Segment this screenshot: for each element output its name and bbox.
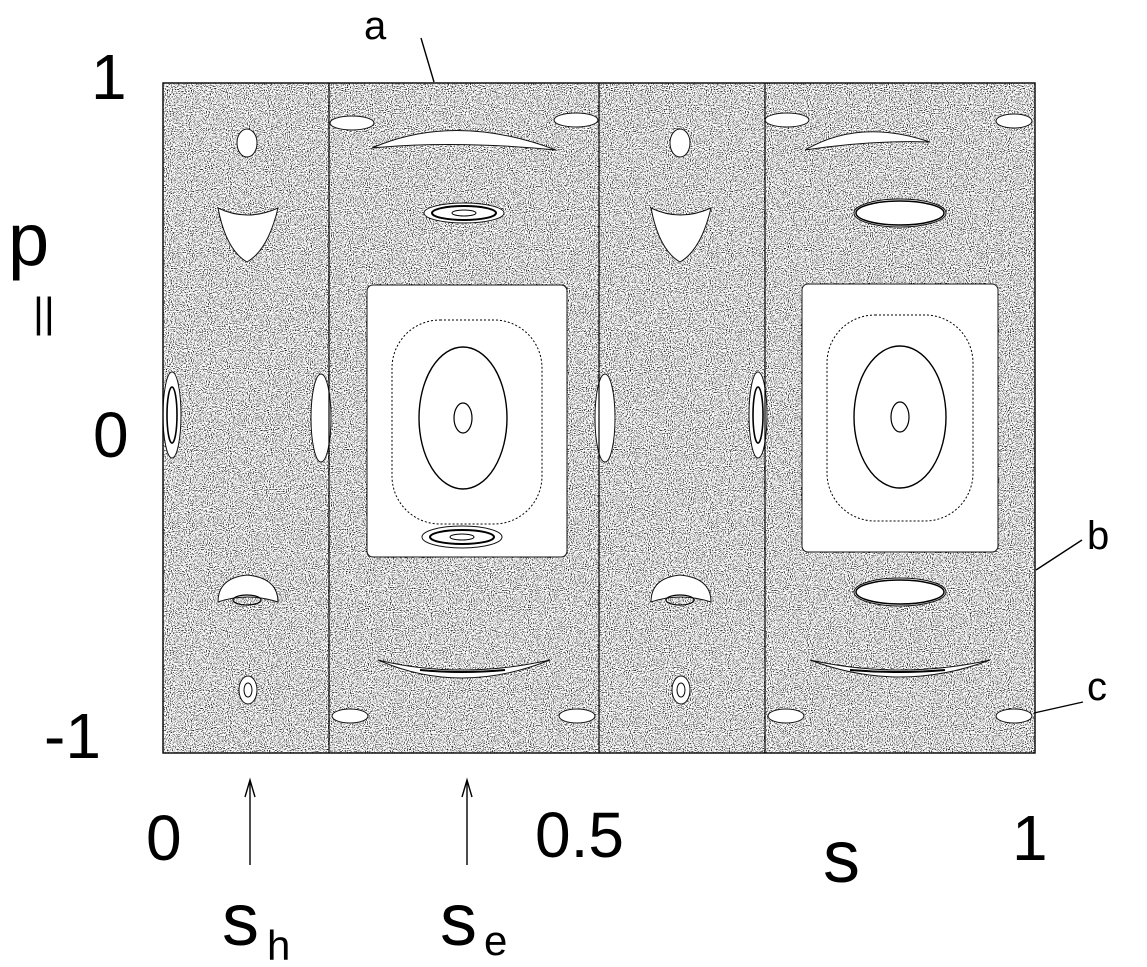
leader-c bbox=[1033, 701, 1084, 714]
bottom-arc-island-left bbox=[377, 659, 551, 679]
marker-e-sub: e bbox=[484, 917, 507, 964]
top-corner-island-4 bbox=[995, 113, 1033, 129]
central-left-mid-curve bbox=[418, 346, 508, 490]
annotation-leaders bbox=[420, 37, 1084, 714]
annotation-b: b bbox=[1087, 514, 1109, 558]
y-axis-label-main: p bbox=[8, 198, 49, 281]
bottom-small-left-ring bbox=[243, 682, 253, 698]
plot-frame bbox=[162, 82, 1036, 754]
y-tick-0: 0 bbox=[93, 399, 129, 471]
bottom-small-island-right bbox=[671, 675, 691, 705]
lower-lens-left-ring-1 bbox=[429, 529, 495, 545]
central-island-right bbox=[801, 283, 999, 553]
bottom-arc-left-line bbox=[419, 669, 506, 673]
lower-lens-right-line bbox=[855, 579, 945, 605]
x-tick-0: 0 bbox=[146, 802, 182, 874]
upper-lens-left-ring-2 bbox=[451, 209, 477, 217]
marker-arrows bbox=[244, 777, 473, 865]
bottom-corner-island-1 bbox=[331, 708, 369, 724]
cup-island-left bbox=[217, 207, 279, 263]
bottom-corner-island-2 bbox=[558, 708, 596, 724]
top-small-island-right bbox=[669, 128, 691, 158]
y-tick-minus-1: -1 bbox=[44, 700, 101, 772]
lower-arch-right-ring bbox=[665, 594, 695, 606]
lower-arch-left-ring bbox=[232, 594, 262, 606]
y-tick-1: 1 bbox=[91, 41, 127, 113]
upper-lens-right-line bbox=[855, 200, 945, 226]
bottom-small-island-left bbox=[238, 675, 258, 705]
bottom-corner-island-4 bbox=[995, 708, 1033, 724]
side-island-1 bbox=[162, 371, 182, 459]
central-left-inner-curve bbox=[453, 402, 473, 434]
cup-island-right bbox=[650, 207, 712, 263]
arrow-e-head bbox=[461, 777, 473, 798]
side-island-4-ring bbox=[752, 386, 764, 444]
side-island-2 bbox=[310, 373, 332, 463]
top-arc-island-right bbox=[804, 131, 931, 151]
side-island-4 bbox=[748, 371, 768, 459]
central-right-inner-curve bbox=[890, 401, 910, 433]
leader-b bbox=[1035, 539, 1083, 571]
bottom-small-right-ring bbox=[676, 682, 686, 698]
top-arc-island-left bbox=[371, 130, 557, 151]
annotation-c: c bbox=[1087, 665, 1107, 709]
bottom-corner-island-3 bbox=[767, 708, 805, 724]
upper-lens-island-right bbox=[853, 198, 947, 228]
side-island-1-ring bbox=[166, 386, 178, 444]
x-axis-label: s bbox=[823, 815, 860, 898]
central-right-outer-curve bbox=[826, 314, 974, 522]
top-corner-island-3 bbox=[764, 112, 810, 128]
lower-lens-island-right bbox=[853, 577, 947, 607]
central-island-left bbox=[366, 284, 568, 558]
marker-h-sub: h bbox=[267, 922, 290, 967]
regular-islands bbox=[162, 112, 1033, 724]
invariant-curves bbox=[166, 200, 974, 698]
lower-arch-island-right bbox=[650, 574, 712, 603]
top-small-island-left bbox=[236, 128, 258, 158]
x-tick-1: 1 bbox=[1012, 802, 1048, 874]
y-axis-label-sub: || bbox=[33, 289, 55, 336]
side-island-3 bbox=[594, 373, 616, 463]
lower-lens-left-ring-2 bbox=[449, 533, 475, 541]
arrow-h-head bbox=[244, 777, 256, 798]
marker-e-main: s bbox=[440, 878, 477, 961]
x-tick-0-5: 0.5 bbox=[535, 799, 624, 871]
upper-lens-left-ring-1 bbox=[431, 205, 497, 221]
annotation-a: a bbox=[364, 4, 387, 48]
leader-a bbox=[420, 37, 435, 83]
marker-h-main: s bbox=[222, 878, 259, 961]
panel-dividers bbox=[328, 83, 766, 753]
top-corner-island-1 bbox=[329, 115, 375, 131]
bottom-arc-island-right bbox=[809, 659, 991, 678]
lower-arch-island-left bbox=[217, 574, 279, 603]
bottom-arc-right-line bbox=[849, 669, 946, 673]
central-right-mid-curve bbox=[853, 345, 947, 489]
top-corner-island-2 bbox=[553, 112, 599, 128]
